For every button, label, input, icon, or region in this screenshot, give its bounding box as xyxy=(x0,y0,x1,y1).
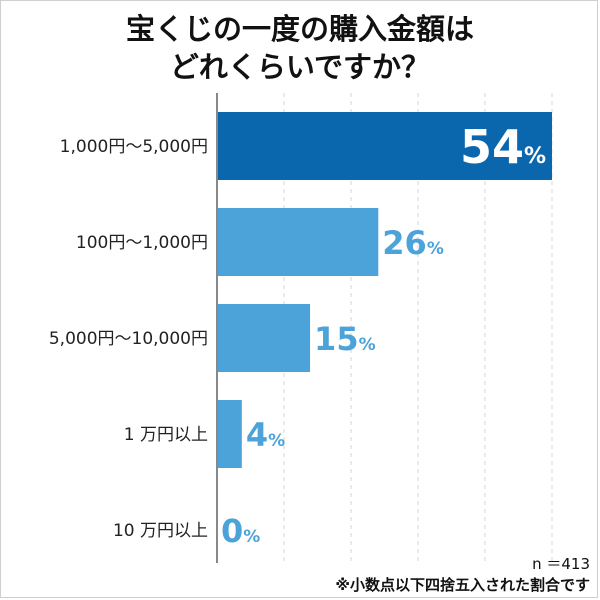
bar-4 xyxy=(217,400,242,468)
value-labels: 54%26%15%4%0% xyxy=(221,120,546,550)
value-unit-1: % xyxy=(524,144,546,169)
category-labels: 1,000円～5,000円 100円～1,000円 5,000円～10,000円 1 … xyxy=(49,137,208,541)
chart-title: 宝くじの一度の購入金額は どれくらいですか？ xyxy=(0,10,600,86)
value-number-1: 54 xyxy=(460,120,524,174)
value-label-2: 26% xyxy=(382,224,444,262)
category-label-1: 1,000円～5,000円 xyxy=(60,137,208,157)
bar-3 xyxy=(217,304,311,372)
value-label-4: 4% xyxy=(246,416,285,454)
value-unit-5: % xyxy=(243,527,260,547)
value-unit-4: % xyxy=(268,431,285,451)
bar-1 xyxy=(217,112,552,180)
value-number-5: 0 xyxy=(221,512,243,550)
category-label-4: 1 万円以上 xyxy=(124,425,208,445)
value-number-3: 15 xyxy=(314,320,359,358)
bars xyxy=(217,112,552,468)
sample-size-note: n ＝413 xyxy=(532,555,590,573)
value-label-1: 54% xyxy=(460,120,546,174)
category-label-2: 100円～1,000円 xyxy=(76,233,208,253)
title-line-2: どれくらいですか？ xyxy=(169,50,431,84)
value-unit-3: % xyxy=(359,335,376,355)
value-label-3: 15% xyxy=(314,320,376,358)
value-label-5: 0% xyxy=(221,512,260,550)
title-line-1: 宝くじの一度の購入金額は xyxy=(125,12,474,46)
value-number-2: 26 xyxy=(382,224,427,262)
rounding-note: ※小数点以下四捨五入された割合です xyxy=(335,576,590,594)
value-unit-2: % xyxy=(427,239,444,259)
bar-2 xyxy=(217,208,379,276)
category-label-5: 10 万円以上 xyxy=(113,521,208,541)
value-number-4: 4 xyxy=(246,416,268,454)
category-label-3: 5,000円～10,000円 xyxy=(49,329,208,349)
